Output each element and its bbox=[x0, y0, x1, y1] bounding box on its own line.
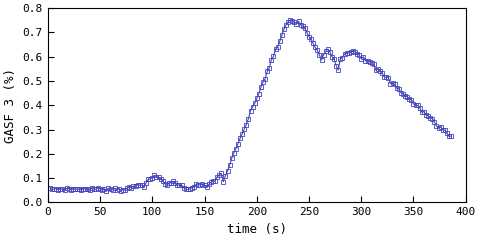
Y-axis label: GASF 3 (%): GASF 3 (%) bbox=[4, 68, 17, 143]
X-axis label: time (s): time (s) bbox=[227, 223, 287, 236]
